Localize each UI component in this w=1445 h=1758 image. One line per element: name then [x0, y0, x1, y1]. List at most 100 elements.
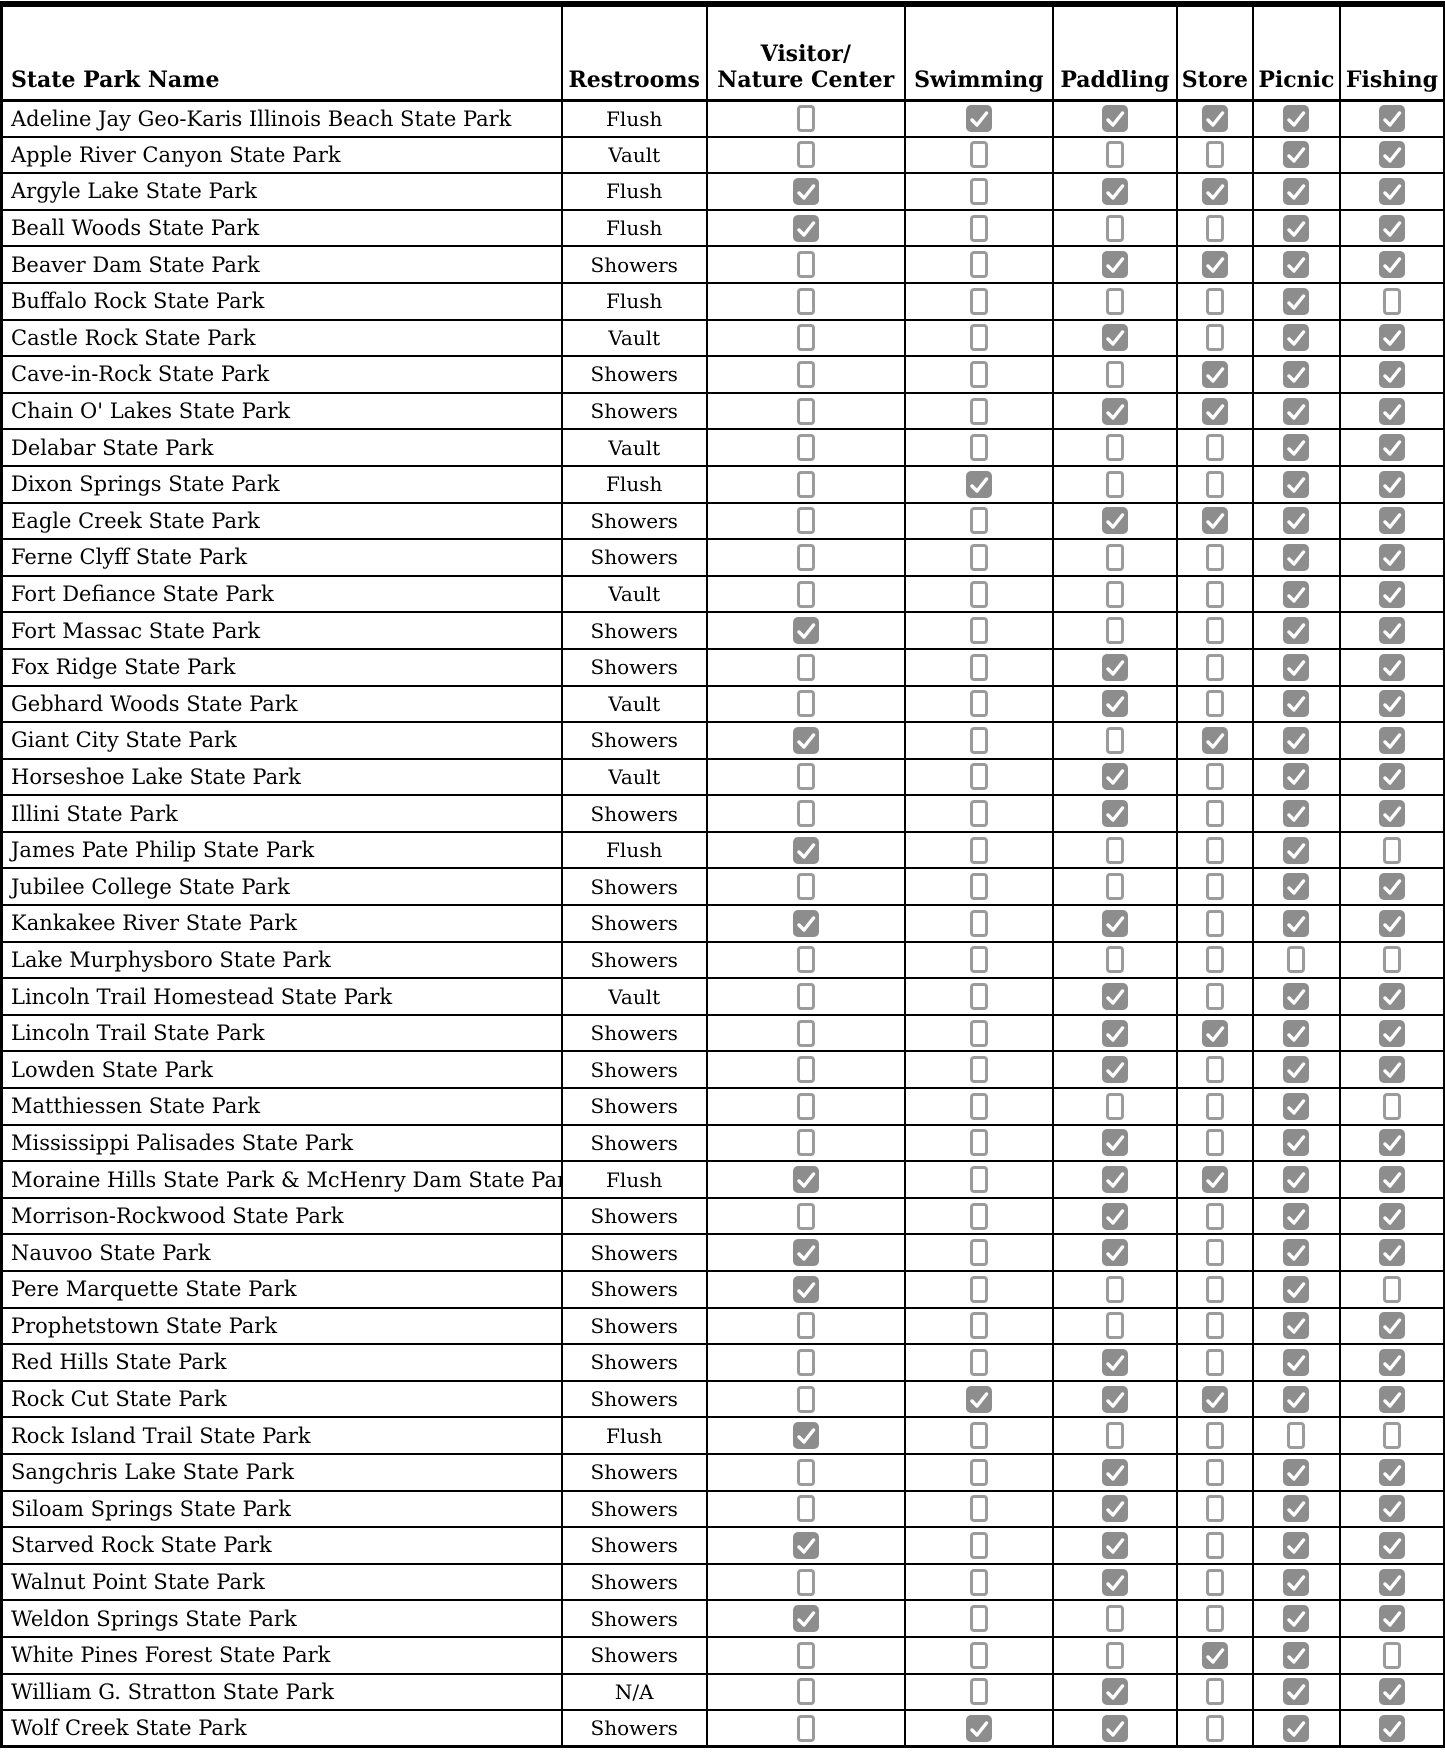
checkbox-picnic[interactable] [1283, 1312, 1310, 1340]
checkbox-swimming[interactable] [969, 763, 988, 791]
checkbox-fishing[interactable] [1382, 1275, 1401, 1303]
checkbox-fishing[interactable] [1378, 1531, 1405, 1559]
checkbox-swimming[interactable] [969, 507, 988, 535]
checkbox-store[interactable] [1201, 177, 1228, 205]
checkbox-swimming[interactable] [969, 1312, 988, 1340]
checkbox-store[interactable] [1205, 1605, 1224, 1633]
checkbox-visitor-nature-center[interactable] [796, 983, 815, 1011]
checkbox-store[interactable] [1205, 653, 1224, 681]
checkbox-store[interactable] [1205, 470, 1224, 498]
checkbox-store[interactable] [1205, 1202, 1224, 1230]
checkbox-visitor-nature-center[interactable] [796, 580, 815, 608]
checkbox-swimming[interactable] [969, 1275, 988, 1303]
checkbox-store[interactable] [1201, 1019, 1228, 1047]
checkbox-paddling[interactable] [1105, 726, 1124, 754]
checkbox-swimming[interactable] [965, 1714, 992, 1742]
checkbox-paddling[interactable] [1101, 251, 1128, 279]
checkbox-visitor-nature-center[interactable] [796, 507, 815, 535]
checkbox-fishing[interactable] [1382, 946, 1401, 974]
checkbox-visitor-nature-center[interactable] [796, 397, 815, 425]
checkbox-store[interactable] [1205, 1458, 1224, 1486]
checkbox-store[interactable] [1205, 1678, 1224, 1706]
checkbox-paddling[interactable] [1101, 105, 1128, 133]
checkbox-visitor-nature-center[interactable] [796, 690, 815, 718]
checkbox-visitor-nature-center[interactable] [792, 1422, 819, 1450]
checkbox-store[interactable] [1205, 214, 1224, 242]
checkbox-paddling[interactable] [1105, 1275, 1124, 1303]
checkbox-visitor-nature-center[interactable] [796, 470, 815, 498]
checkbox-fishing[interactable] [1378, 177, 1405, 205]
checkbox-visitor-nature-center[interactable] [796, 1019, 815, 1047]
checkbox-fishing[interactable] [1378, 397, 1405, 425]
checkbox-store[interactable] [1205, 287, 1224, 315]
checkbox-swimming[interactable] [969, 1495, 988, 1523]
checkbox-swimming[interactable] [969, 1019, 988, 1047]
checkbox-picnic[interactable] [1283, 397, 1310, 425]
checkbox-picnic[interactable] [1283, 1458, 1310, 1486]
checkbox-swimming[interactable] [969, 1056, 988, 1084]
checkbox-swimming[interactable] [965, 1385, 992, 1413]
checkbox-swimming[interactable] [969, 873, 988, 901]
checkbox-fishing[interactable] [1378, 1568, 1405, 1596]
checkbox-swimming[interactable] [965, 470, 992, 498]
checkbox-store[interactable] [1205, 1714, 1224, 1742]
checkbox-store[interactable] [1201, 1641, 1228, 1669]
checkbox-swimming[interactable] [969, 653, 988, 681]
checkbox-visitor-nature-center[interactable] [792, 1166, 819, 1194]
checkbox-store[interactable] [1201, 1166, 1228, 1194]
checkbox-store[interactable] [1201, 105, 1228, 133]
checkbox-store[interactable] [1205, 580, 1224, 608]
checkbox-swimming[interactable] [969, 726, 988, 754]
checkbox-picnic[interactable] [1283, 983, 1310, 1011]
checkbox-swimming[interactable] [969, 946, 988, 974]
checkbox-paddling[interactable] [1105, 287, 1124, 315]
checkbox-picnic[interactable] [1287, 946, 1306, 974]
checkbox-swimming[interactable] [969, 1202, 988, 1230]
checkbox-fishing[interactable] [1378, 1458, 1405, 1486]
checkbox-store[interactable] [1201, 360, 1228, 388]
checkbox-swimming[interactable] [969, 1568, 988, 1596]
checkbox-paddling[interactable] [1105, 836, 1124, 864]
checkbox-paddling[interactable] [1105, 214, 1124, 242]
checkbox-picnic[interactable] [1283, 360, 1310, 388]
checkbox-store[interactable] [1205, 141, 1224, 169]
checkbox-fishing[interactable] [1378, 1495, 1405, 1523]
checkbox-swimming[interactable] [969, 397, 988, 425]
checkbox-picnic[interactable] [1283, 434, 1310, 462]
checkbox-store[interactable] [1205, 1239, 1224, 1267]
checkbox-paddling[interactable] [1105, 580, 1124, 608]
checkbox-visitor-nature-center[interactable] [792, 726, 819, 754]
checkbox-swimming[interactable] [969, 1458, 988, 1486]
checkbox-store[interactable] [1205, 946, 1224, 974]
checkbox-paddling[interactable] [1101, 397, 1128, 425]
checkbox-paddling[interactable] [1101, 1458, 1128, 1486]
checkbox-swimming[interactable] [969, 909, 988, 937]
checkbox-store[interactable] [1205, 983, 1224, 1011]
checkbox-picnic[interactable] [1283, 1531, 1310, 1559]
checkbox-fishing[interactable] [1378, 1019, 1405, 1047]
checkbox-visitor-nature-center[interactable] [792, 836, 819, 864]
checkbox-fishing[interactable] [1378, 763, 1405, 791]
checkbox-store[interactable] [1205, 1129, 1224, 1157]
checkbox-picnic[interactable] [1283, 909, 1310, 937]
checkbox-paddling[interactable] [1101, 1568, 1128, 1596]
checkbox-picnic[interactable] [1283, 214, 1310, 242]
checkbox-paddling[interactable] [1105, 1312, 1124, 1340]
checkbox-swimming[interactable] [969, 580, 988, 608]
checkbox-fishing[interactable] [1378, 580, 1405, 608]
checkbox-swimming[interactable] [969, 1129, 988, 1157]
checkbox-paddling[interactable] [1101, 800, 1128, 828]
checkbox-fishing[interactable] [1378, 214, 1405, 242]
checkbox-swimming[interactable] [969, 251, 988, 279]
checkbox-paddling[interactable] [1101, 763, 1128, 791]
checkbox-picnic[interactable] [1283, 177, 1310, 205]
checkbox-fishing[interactable] [1378, 909, 1405, 937]
checkbox-swimming[interactable] [969, 177, 988, 205]
checkbox-fishing[interactable] [1382, 287, 1401, 315]
checkbox-paddling[interactable] [1105, 543, 1124, 571]
checkbox-paddling[interactable] [1101, 1019, 1128, 1047]
checkbox-picnic[interactable] [1283, 763, 1310, 791]
checkbox-visitor-nature-center[interactable] [796, 287, 815, 315]
checkbox-visitor-nature-center[interactable] [792, 177, 819, 205]
checkbox-swimming[interactable] [969, 1092, 988, 1120]
